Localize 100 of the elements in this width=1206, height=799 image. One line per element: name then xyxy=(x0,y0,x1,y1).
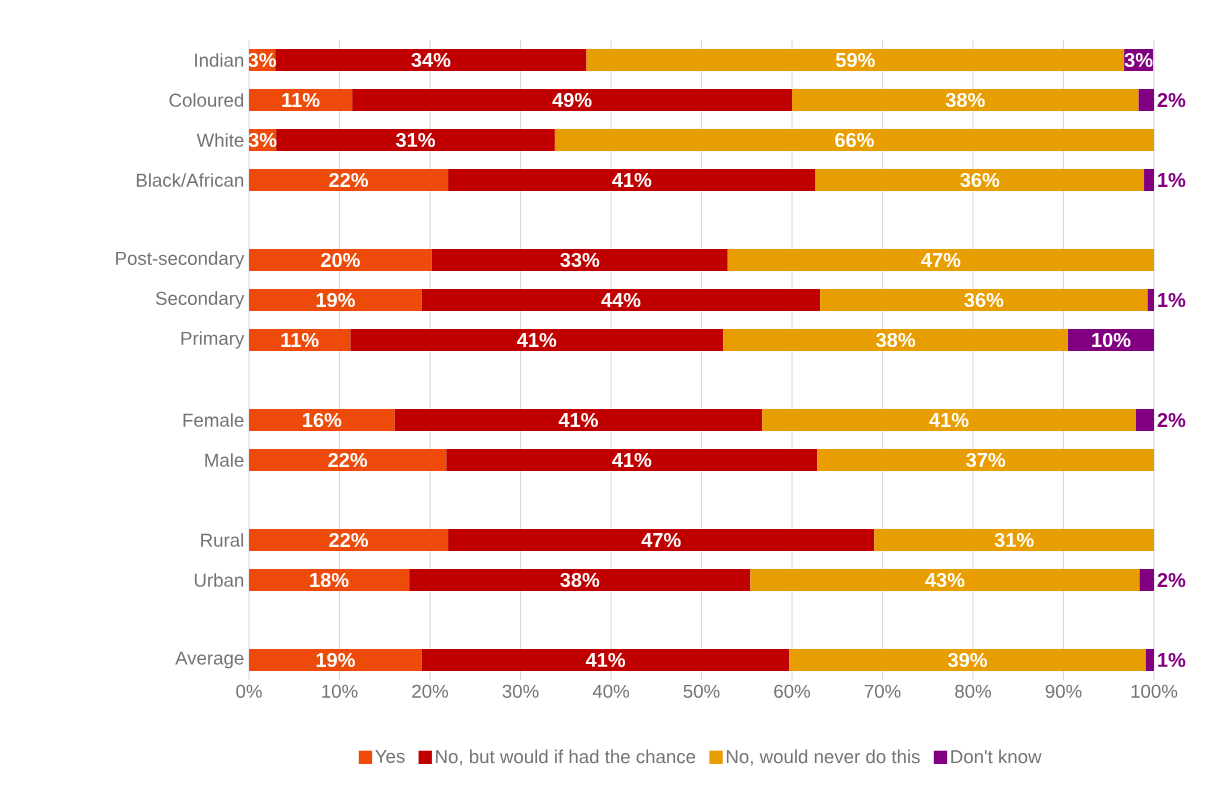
bar xyxy=(276,129,555,151)
bar xyxy=(350,328,724,351)
data-label: 41% xyxy=(612,172,652,188)
data-label: 38% xyxy=(560,572,600,588)
bar xyxy=(820,289,1148,311)
data-label: 49% xyxy=(552,92,592,108)
x-tick-label: 60% xyxy=(774,684,811,698)
bar xyxy=(249,89,353,111)
x-tick-label: 30% xyxy=(502,684,539,698)
data-label: 59% xyxy=(835,52,875,68)
data-label: 34% xyxy=(411,52,451,68)
data-label: 38% xyxy=(876,332,916,348)
legend-label: Yes xyxy=(375,749,405,763)
data-label: 1% xyxy=(1158,172,1186,188)
data-label: 19% xyxy=(316,292,355,308)
bar xyxy=(554,129,1154,151)
bar xyxy=(1135,408,1154,431)
data-label: 41% xyxy=(558,412,598,428)
bar xyxy=(394,408,763,431)
bar xyxy=(792,89,1139,111)
y-tick-label: Rural xyxy=(201,533,244,547)
data-label: 18% xyxy=(310,572,349,588)
data-label: 47% xyxy=(921,252,961,268)
x-tick-label: 80% xyxy=(955,684,992,698)
y-tick-label: Primary xyxy=(181,331,245,349)
bar xyxy=(431,249,728,271)
x-tick-label: 40% xyxy=(592,684,630,698)
y-tick-label: Coloured xyxy=(169,93,244,107)
legend-label: No, but would if had the chance xyxy=(436,749,696,766)
bar xyxy=(727,249,1154,271)
bar xyxy=(750,569,1140,591)
y-tick-label: Average xyxy=(175,651,244,669)
data-label: 11% xyxy=(282,92,320,108)
bar xyxy=(275,49,587,71)
bar xyxy=(249,529,449,551)
bar xyxy=(789,649,1146,671)
bar xyxy=(815,169,1145,191)
data-label: 39% xyxy=(948,652,988,668)
data-label: 41% xyxy=(612,452,652,468)
data-label: 1% xyxy=(1158,652,1186,668)
data-label: 31% xyxy=(395,132,435,148)
y-tick-label: Black/African xyxy=(136,173,244,187)
bar xyxy=(249,169,449,191)
data-label: 66% xyxy=(835,132,874,148)
data-label: 19% xyxy=(316,652,355,668)
data-label: 38% xyxy=(945,92,985,108)
data-label: 22% xyxy=(328,452,368,468)
y-tick-label: Male xyxy=(205,453,244,467)
data-label: 20% xyxy=(321,252,360,268)
x-tick-label: 90% xyxy=(1045,684,1082,698)
data-label: 11% xyxy=(281,332,319,348)
y-tick-label: Secondary xyxy=(155,291,245,309)
y-tick-label: Indian xyxy=(195,53,244,67)
data-label: 16% xyxy=(303,412,342,428)
bar xyxy=(409,569,751,591)
data-label: 2% xyxy=(1157,412,1186,428)
bar xyxy=(352,89,792,111)
bar xyxy=(249,649,422,671)
bar xyxy=(249,289,422,311)
x-tick-label: 100% xyxy=(1131,684,1178,698)
bar xyxy=(762,408,1136,431)
y-tick-label: White xyxy=(196,133,244,147)
bar xyxy=(586,49,1125,71)
y-tick-label: Female xyxy=(183,413,244,427)
data-label: 33% xyxy=(560,252,600,268)
bar xyxy=(817,449,1154,471)
data-label: 3% xyxy=(1124,52,1153,68)
x-tick-label: 50% xyxy=(683,684,720,698)
data-label: 37% xyxy=(966,452,1006,468)
data-label: 41% xyxy=(585,652,626,668)
legend-label: No, would never do this xyxy=(726,749,920,766)
data-label: 22% xyxy=(329,172,369,188)
x-tick-label: 10% xyxy=(322,684,358,698)
data-label: 22% xyxy=(329,532,369,548)
bar xyxy=(421,289,821,311)
data-label: 31% xyxy=(994,532,1034,548)
bar xyxy=(448,529,875,551)
y-tick-label: Urban xyxy=(194,573,244,587)
data-label: 2% xyxy=(1157,92,1186,108)
data-label: 36% xyxy=(964,292,1004,308)
data-label: 1% xyxy=(1158,292,1186,308)
x-tick-label: 20% xyxy=(412,684,449,698)
bar xyxy=(448,169,816,191)
bar xyxy=(249,569,410,591)
bar xyxy=(1138,89,1154,111)
data-label: 43% xyxy=(925,572,965,588)
bar xyxy=(1145,649,1154,671)
data-label: 47% xyxy=(641,532,681,548)
bar xyxy=(1147,289,1154,311)
data-label: 44% xyxy=(601,292,641,308)
data-label: 10% xyxy=(1092,332,1131,348)
y-tick-label: Post-secondary xyxy=(116,251,245,269)
bar xyxy=(421,649,790,671)
data-label: 41% xyxy=(929,412,969,428)
bar xyxy=(1144,169,1154,191)
bar xyxy=(249,249,432,271)
data-label: 2% xyxy=(1157,572,1186,588)
bar xyxy=(446,449,818,471)
x-tick-label: 70% xyxy=(864,684,901,698)
bar xyxy=(249,449,447,471)
